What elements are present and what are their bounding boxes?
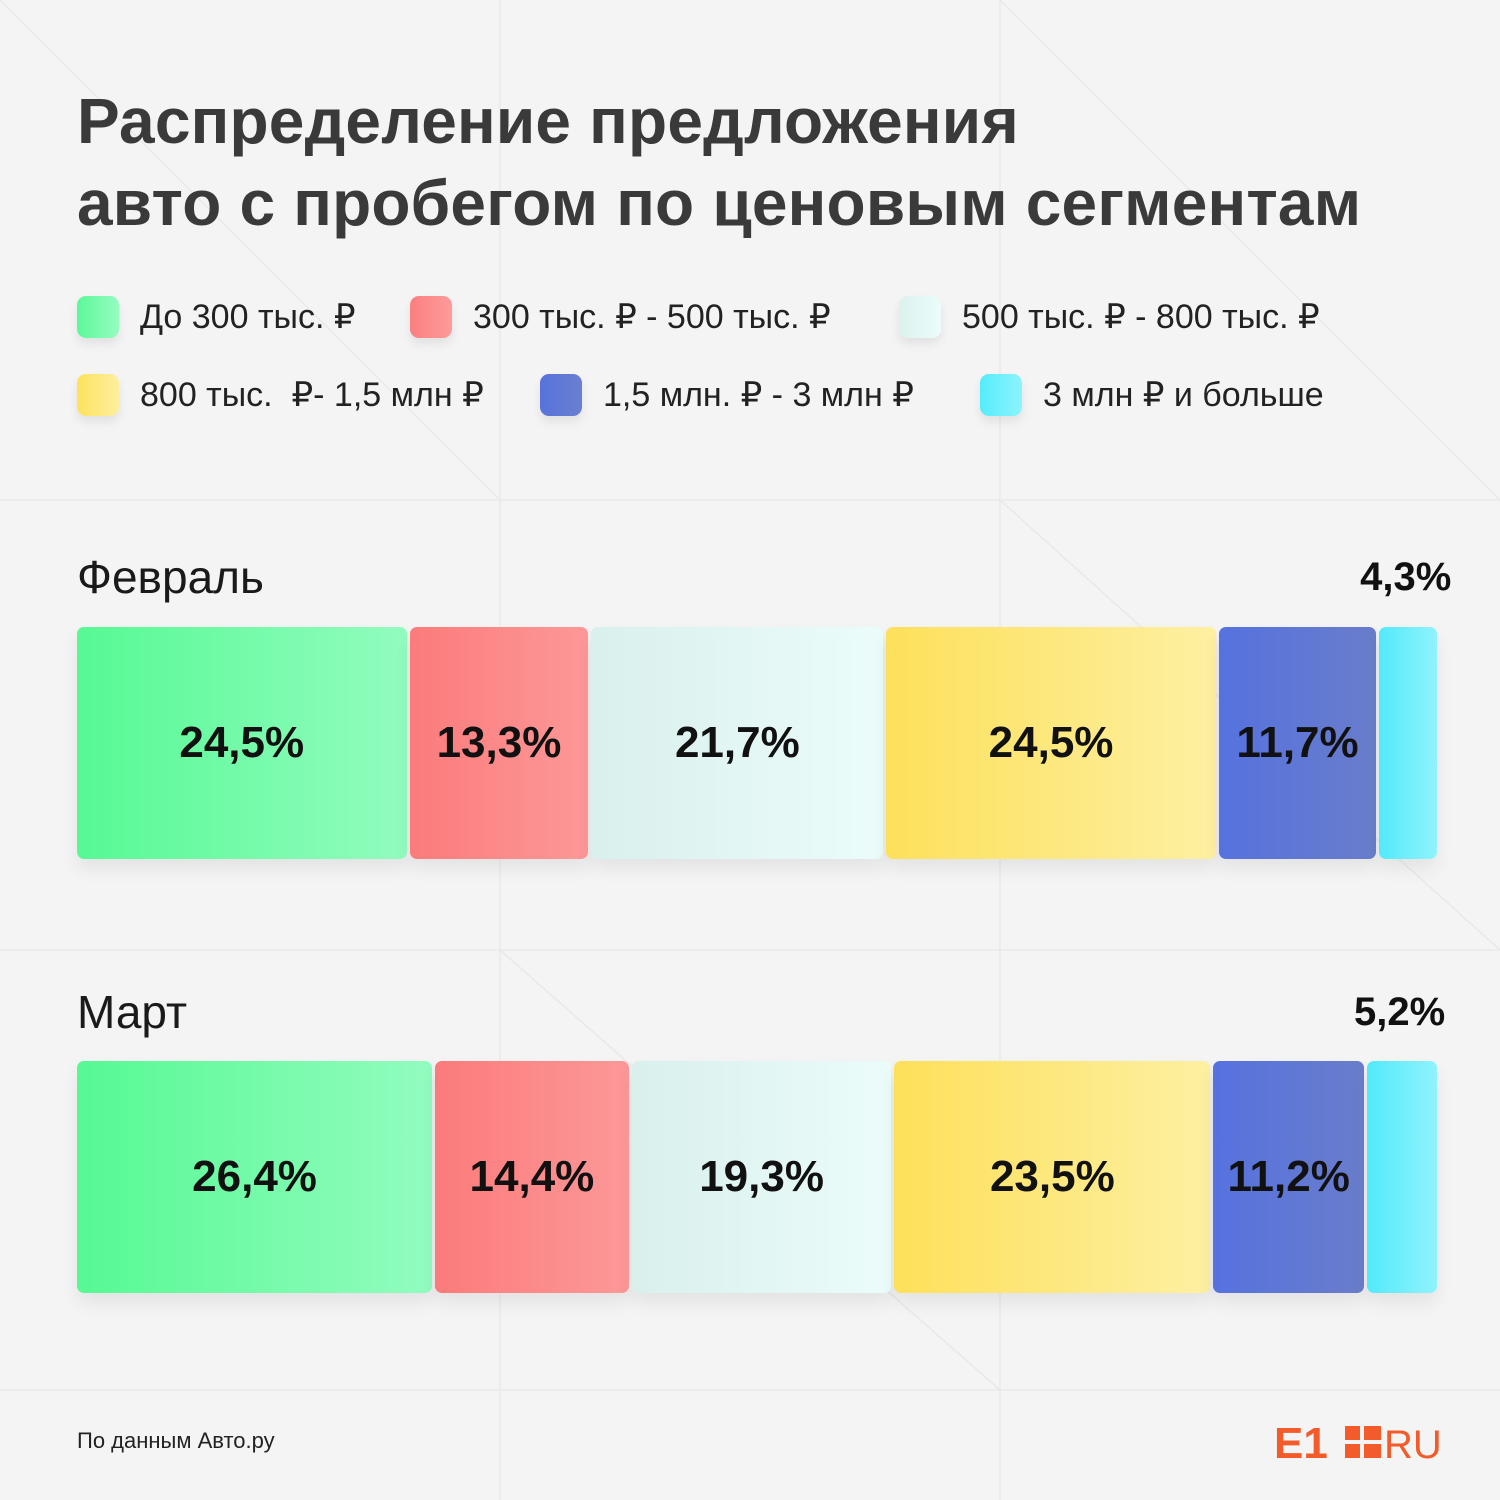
legend-swatch-5 (540, 374, 582, 416)
legend-swatch-6 (980, 374, 1022, 416)
bar-segment-feb-3: 21,7% (591, 627, 884, 859)
bar-label-mar-4: 23,5% (989, 1152, 1115, 1201)
legend-label-4: 800 тыс. ₽- 1,5 млн ₽ (140, 376, 484, 414)
legend-item-5: 1,5 млн. ₽ - 3 млн ₽ (540, 373, 914, 417)
legend-label-5: 1,5 млн. ₽ - 3 млн ₽ (603, 376, 914, 414)
source-note: По данным Авто.ру (77, 1428, 275, 1453)
bar-segment-feb-2: 13,3% (409, 627, 589, 859)
chart-title: Распределение предложения авто с пробего… (77, 80, 1437, 244)
bar-segment-feb-6 (1379, 627, 1437, 859)
legend-label-1: До 300 тыс. ₽ (140, 298, 356, 336)
row-title-february: Февраль (77, 551, 264, 603)
bar-segment-mar-4: 23,5% (894, 1061, 1211, 1293)
bar-segment-mar-3: 19,3% (631, 1061, 892, 1293)
bar-segment-feb-4: 24,5% (886, 627, 1216, 859)
legend-item-6: 3 млн ₽ и больше (980, 373, 1324, 417)
bar-label-feb-1: 24,5% (179, 718, 305, 767)
legend-swatch-1 (77, 296, 119, 338)
legend-label-3: 500 тыс. ₽ - 800 тыс. ₽ (962, 298, 1320, 336)
bar-segment-mar-6 (1367, 1061, 1437, 1293)
bar-segment-feb-1: 24,5% (77, 627, 407, 859)
legend-swatch-3 (899, 296, 941, 338)
bar-label-feb-4: 24,5% (988, 718, 1114, 767)
legend-swatch-4 (77, 374, 119, 416)
title-line: Распределение предложения авто с пробего… (77, 85, 1362, 239)
legend-item-2: 300 тыс. ₽ - 500 тыс. ₽ (410, 295, 831, 339)
small-value-march: 5,2% (1354, 990, 1446, 1034)
bar-label-mar-1: 26,4% (192, 1152, 317, 1201)
bar-segment-mar-5: 11,2% (1213, 1061, 1364, 1293)
legend-swatch-2 (410, 296, 452, 338)
bar-label-feb-5: 11,7% (1236, 718, 1359, 767)
bar-segment-mar-1: 26,4% (77, 1061, 433, 1293)
small-value-february: 4,3% (1360, 555, 1452, 599)
row-title-march: Март (77, 986, 188, 1038)
bar-label-mar-5: 11,2% (1227, 1152, 1350, 1201)
bar-label-feb-2: 13,3% (436, 718, 562, 767)
legend-label-2: 300 тыс. ₽ - 500 тыс. ₽ (473, 298, 831, 336)
bar-label-mar-2: 14,4% (469, 1152, 595, 1201)
bar-row-march: 26,4% 14,4% 19,3% 23,5% 11,2% (77, 1061, 1437, 1293)
logo-text-right: RU (1384, 1423, 1442, 1464)
e1-logo: E1 RU (1274, 1420, 1442, 1464)
legend-label-6: 3 млн ₽ и больше (1043, 376, 1324, 414)
logo-text-left: E1 (1274, 1420, 1328, 1464)
legend-item-1: До 300 тыс. ₽ (77, 295, 355, 339)
logo-square-cut-h (1345, 1440, 1381, 1444)
bar-row-february: 24,5% 13,3% 21,7% 24,5% 11,7% (77, 627, 1437, 859)
legend-item-3: 500 тыс. ₽ - 800 тыс. ₽ (899, 295, 1320, 339)
bar-segment-mar-2: 14,4% (435, 1061, 629, 1293)
legend-item-4: 800 тыс. ₽- 1,5 млн ₽ (77, 373, 484, 417)
bar-label-feb-3: 21,7% (674, 718, 800, 767)
bar-segment-feb-5: 11,7% (1218, 627, 1377, 859)
bar-label-mar-3: 19,3% (699, 1152, 824, 1201)
